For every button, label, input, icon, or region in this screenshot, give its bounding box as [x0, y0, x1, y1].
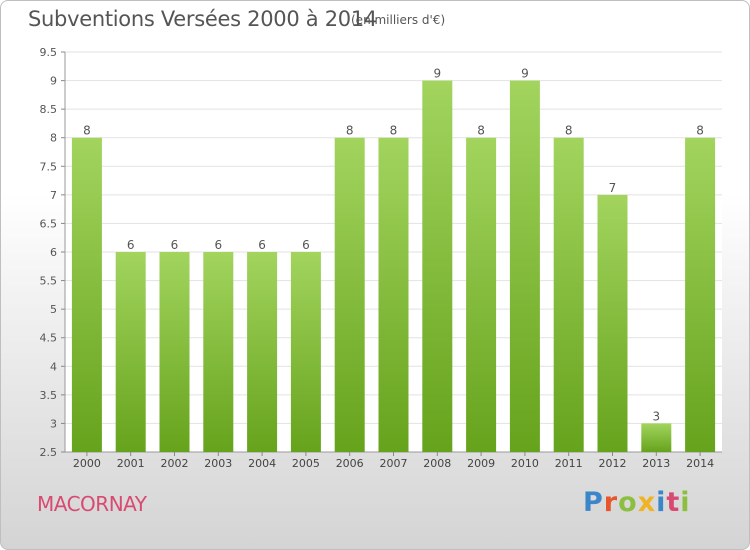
chart-subtitle: (en milliers d'€)	[351, 13, 446, 27]
bar	[597, 194, 628, 452]
y-tick-label: 4.5	[40, 332, 58, 345]
x-tick-label: 2007	[380, 457, 408, 470]
data-label: 6	[171, 238, 179, 252]
x-tick-label: 2003	[204, 457, 232, 470]
data-label: 6	[127, 238, 135, 252]
data-label: 6	[214, 238, 222, 252]
bar	[71, 137, 102, 452]
commune-name: MACORNAY	[37, 492, 147, 516]
data-label: 8	[390, 124, 398, 138]
data-label: 3	[652, 409, 660, 423]
x-tick-label: 2001	[117, 457, 145, 470]
y-tick-label: 9	[50, 75, 57, 88]
y-tick-label: 7	[50, 189, 57, 202]
logo-letter: r	[603, 487, 619, 518]
y-tick-label: 7.5	[40, 160, 58, 173]
x-tick-label: 2005	[292, 457, 320, 470]
bar	[115, 252, 146, 452]
y-tick-label: 5	[50, 303, 57, 316]
bar	[553, 137, 584, 452]
x-tick-label: 2014	[686, 457, 714, 470]
data-label: 7	[609, 181, 617, 195]
x-tick-label: 2000	[73, 457, 101, 470]
logo-letter: i	[656, 487, 667, 518]
y-tick-label: 6	[50, 246, 57, 259]
bar	[685, 137, 716, 452]
x-tick-label: 2010	[511, 457, 539, 470]
x-tick-label: 2004	[248, 457, 276, 470]
y-tick-label: 4	[50, 360, 57, 373]
logo-letter: x	[637, 487, 657, 518]
y-tick-label: 9.5	[40, 46, 58, 59]
bar	[641, 423, 672, 452]
proxiti-logo[interactable]: Proxiti	[583, 487, 691, 518]
data-label: 9	[521, 67, 529, 81]
x-tick-label: 2011	[555, 457, 583, 470]
logo-letter: o	[618, 487, 638, 518]
data-label: 8	[696, 124, 704, 138]
bar	[378, 137, 409, 452]
data-label: 6	[302, 238, 310, 252]
bar	[203, 252, 234, 452]
data-label: 9	[433, 67, 441, 81]
bar	[422, 80, 453, 453]
bar	[509, 80, 540, 453]
x-tick-label: 2008	[423, 457, 451, 470]
data-label: 8	[346, 124, 354, 138]
data-label: 8	[565, 124, 573, 138]
y-tick-label: 5.5	[40, 275, 58, 288]
y-tick-label: 2.5	[40, 446, 58, 459]
y-tick-label: 3	[50, 417, 57, 430]
bar	[247, 252, 278, 452]
data-label: 6	[258, 238, 266, 252]
y-tick-label: 8.5	[40, 103, 58, 116]
bar	[466, 137, 497, 452]
bar	[334, 137, 365, 452]
x-tick-label: 2012	[599, 457, 627, 470]
bar	[159, 252, 190, 452]
y-tick-label: 6.5	[40, 217, 58, 230]
y-tick-label: 3.5	[40, 389, 58, 402]
x-tick-label: 2009	[467, 457, 495, 470]
chart-title: Subventions Versées 2000 à 2014	[28, 7, 377, 31]
x-tick-label: 2013	[642, 457, 670, 470]
x-tick-label: 2002	[161, 457, 189, 470]
x-tick-label: 2006	[336, 457, 364, 470]
y-tick-label: 8	[50, 132, 57, 145]
logo-letter: i	[680, 487, 691, 518]
logo-letter: t	[666, 487, 681, 518]
data-label: 8	[83, 124, 91, 138]
bar	[290, 252, 321, 452]
logo-letter: P	[583, 487, 604, 518]
data-label: 8	[477, 124, 485, 138]
